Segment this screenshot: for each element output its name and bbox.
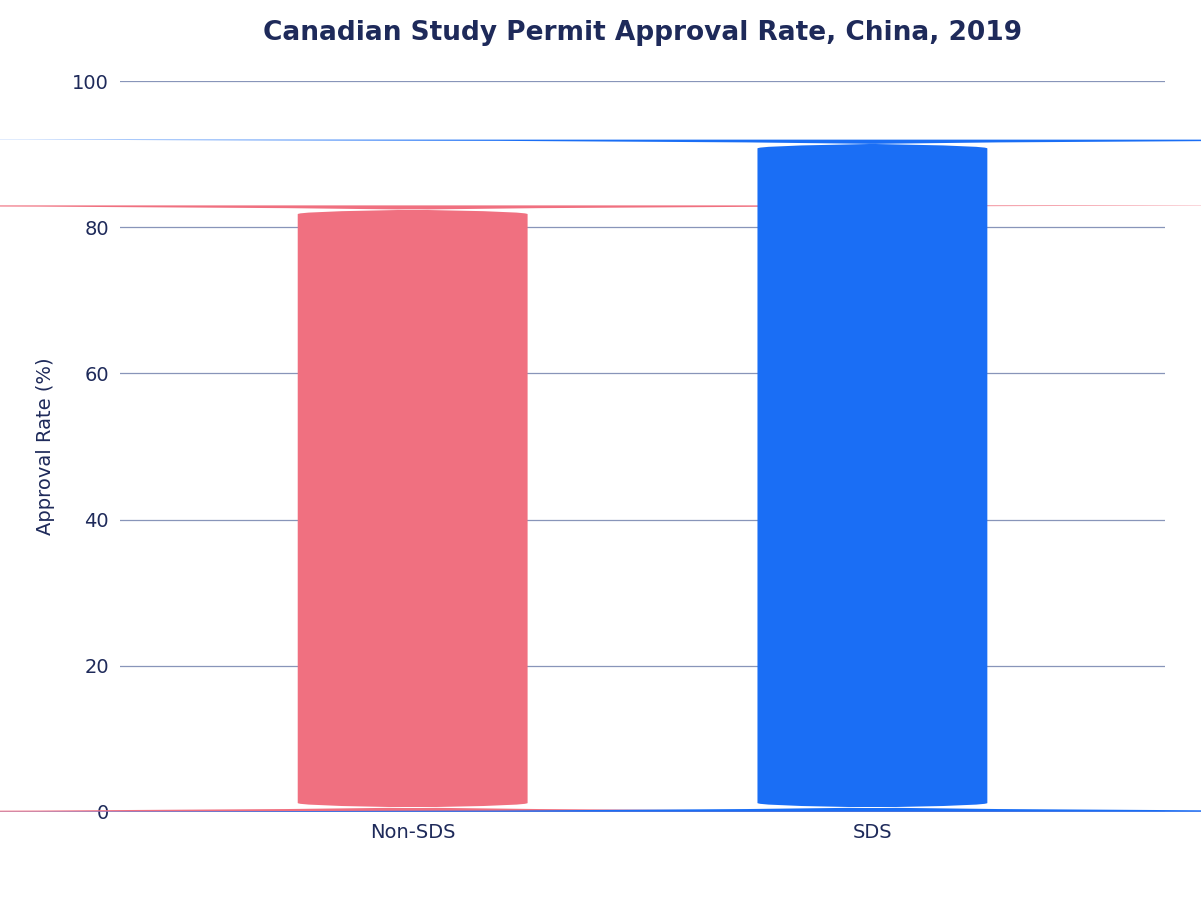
Title: Canadian Study Permit Approval Rate, China, 2019: Canadian Study Permit Approval Rate, Chi… [263, 20, 1022, 45]
Y-axis label: Approval Rate (%): Approval Rate (%) [36, 358, 55, 535]
FancyBboxPatch shape [0, 206, 1201, 812]
FancyBboxPatch shape [0, 140, 1201, 812]
